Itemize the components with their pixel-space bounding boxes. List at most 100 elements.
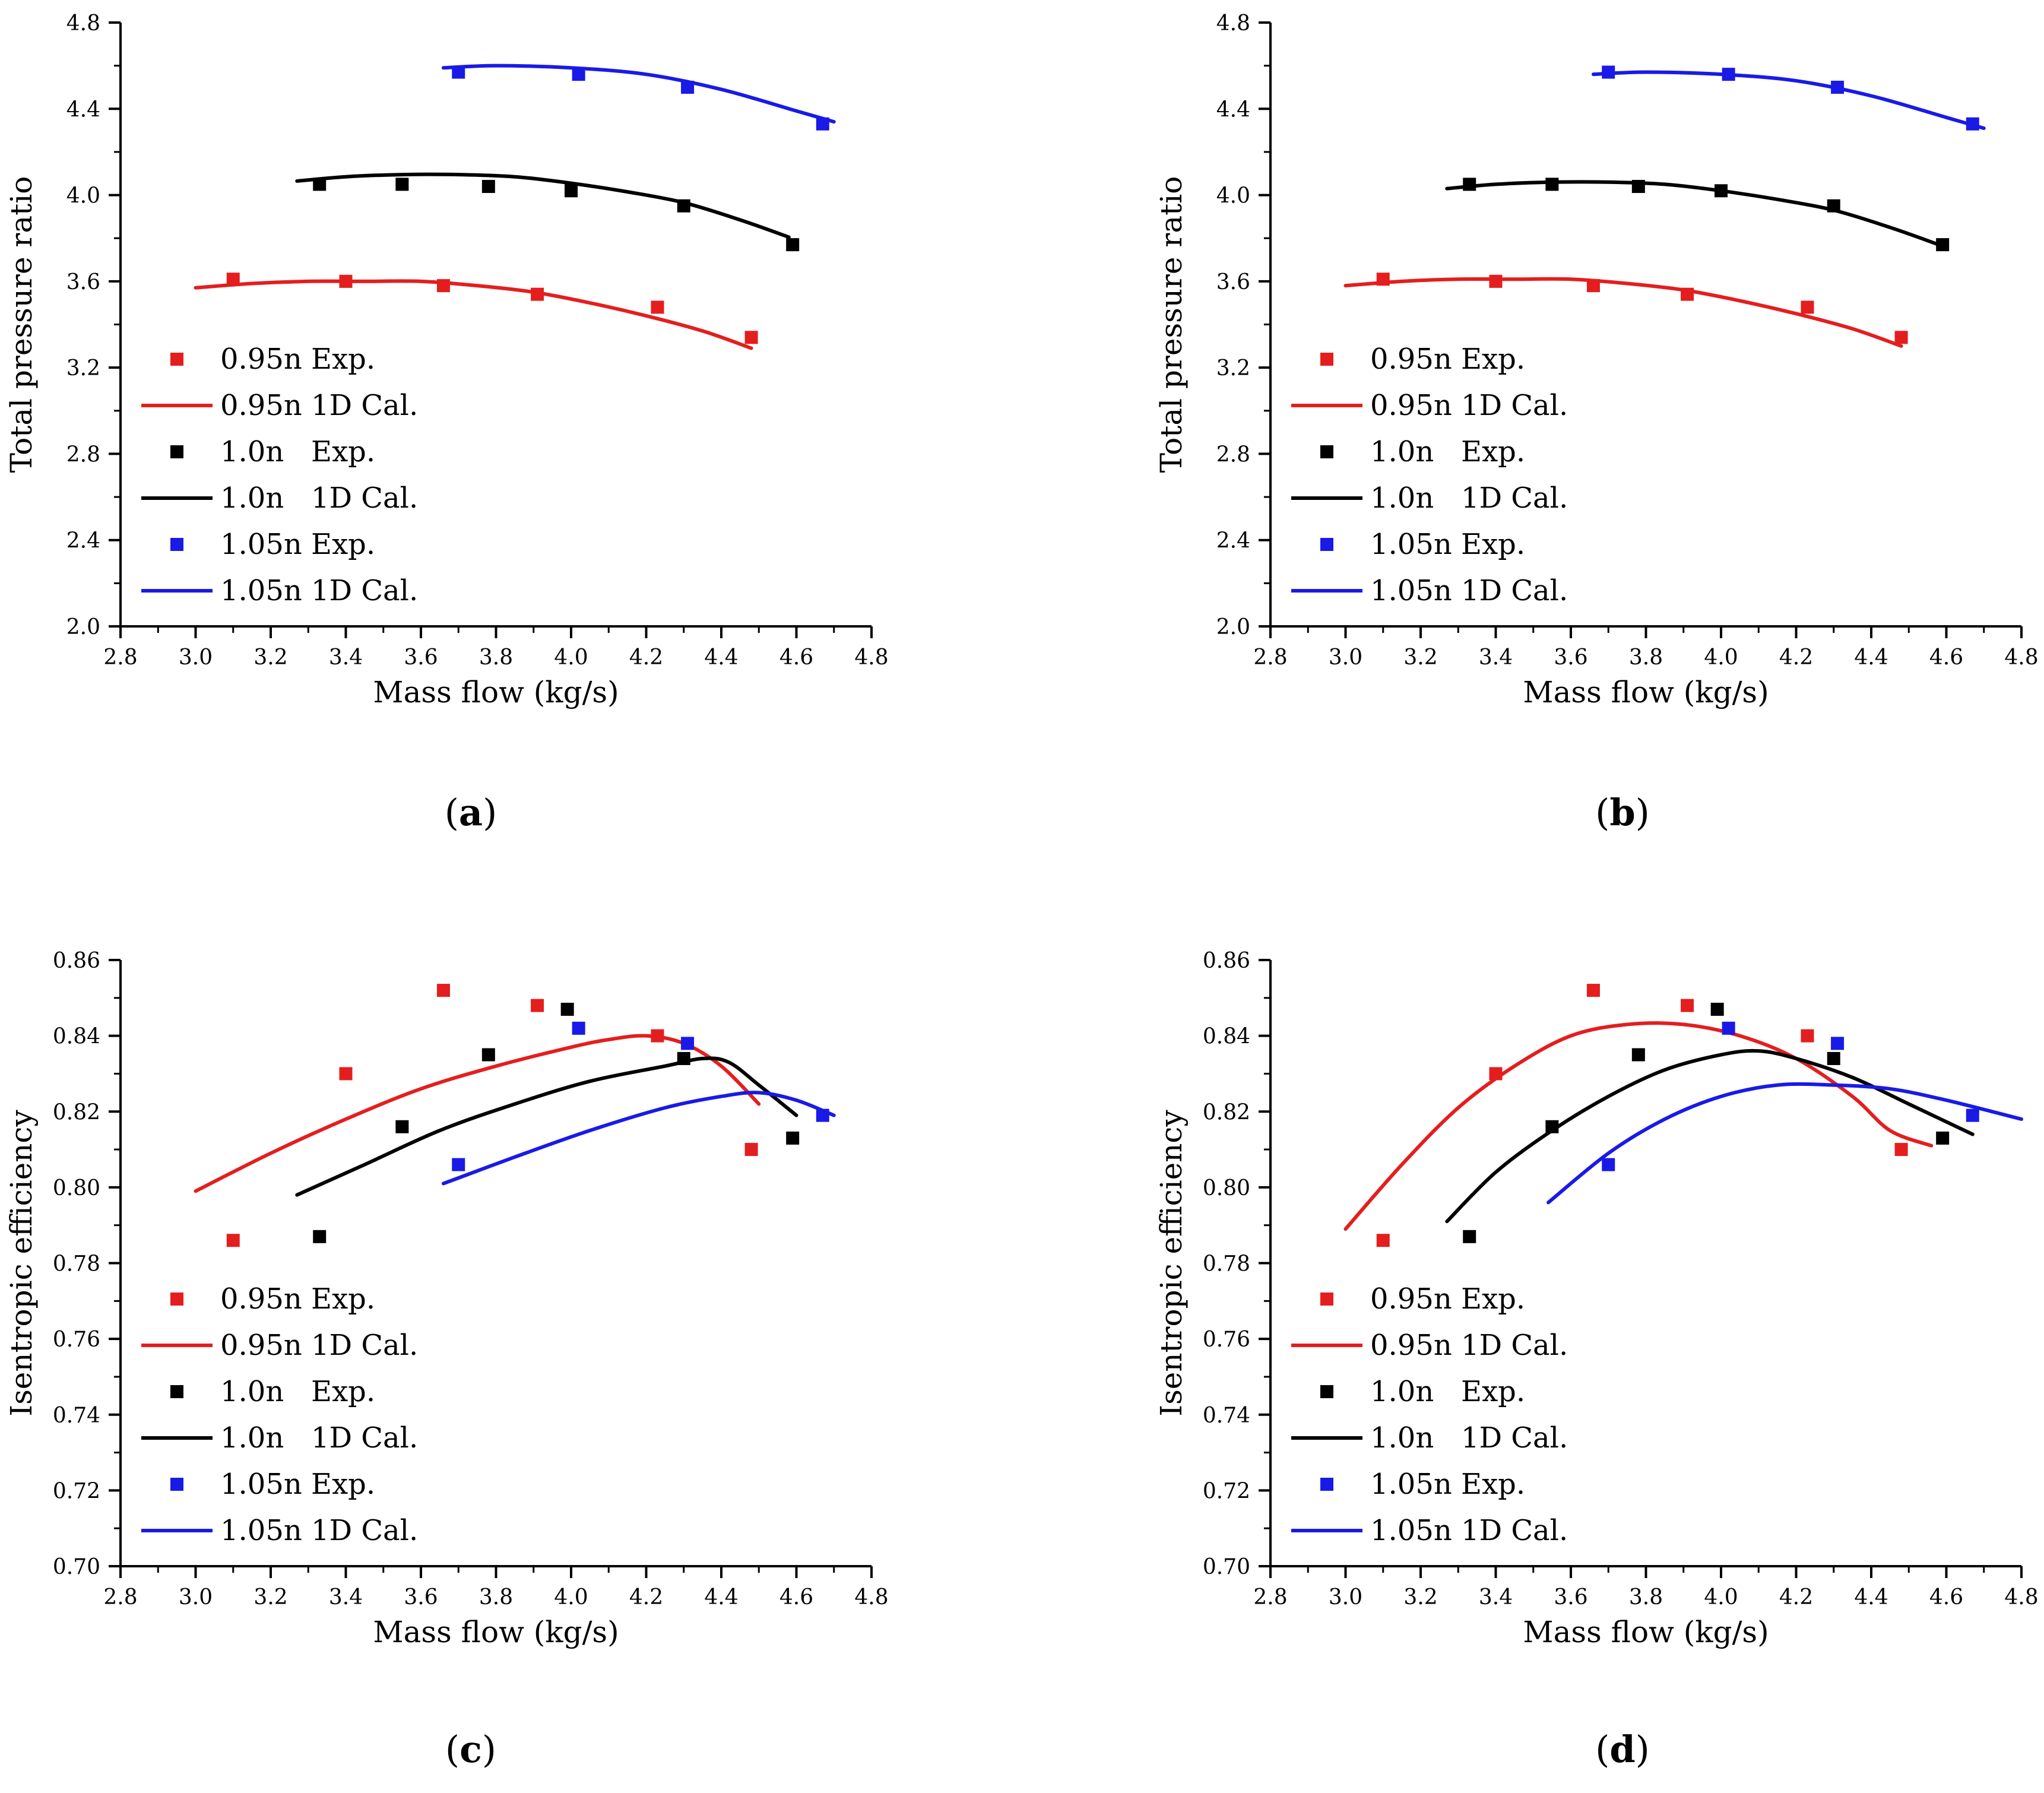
data-point <box>786 238 800 252</box>
panel-label-open: ( <box>445 1728 459 1771</box>
x-tick-label: 3.2 <box>253 645 287 670</box>
series-line-3 <box>1445 1048 1975 1224</box>
y-tick-label: 0.84 <box>1203 1025 1250 1049</box>
x-tick-label: 3.4 <box>329 645 363 670</box>
x-tick-label: 3.0 <box>1329 1585 1362 1610</box>
legend-label: 1.05n 1D Cal. <box>220 1514 418 1547</box>
x-axis-title: Mass flow (kg/s) <box>373 675 619 709</box>
panel-label-letter: c <box>459 1728 482 1771</box>
x-tick-label: 4.4 <box>1854 645 1888 670</box>
y-tick-label: 0.74 <box>53 1404 100 1428</box>
data-point <box>226 1234 240 1247</box>
y-tick-label: 3.6 <box>1216 270 1250 294</box>
data-point <box>651 300 664 314</box>
panel-label-close: ) <box>482 1728 496 1771</box>
data-point <box>339 1067 353 1081</box>
y-tick-label: 3.2 <box>66 356 100 381</box>
y-tick-label: 4.8 <box>66 11 100 36</box>
x-tick-label: 4.0 <box>554 645 588 670</box>
panel-d: 2.8 3.0 3.2 3.4 3.6 3.8 4.0 4.2 4.4 4.6 4.8 0.70 0.7… <box>1154 949 2039 1771</box>
legend-marker-swatch <box>170 1293 183 1306</box>
panel-label-open: ( <box>1595 791 1609 834</box>
data-point <box>744 1143 758 1157</box>
x-tick-label: 2.8 <box>103 645 137 670</box>
legend-label: 1.0n 1D Cal. <box>1370 481 1568 515</box>
data-point <box>1376 1234 1390 1247</box>
y-tick-label: 3.2 <box>1216 356 1250 381</box>
x-tick-label: 4.6 <box>779 645 813 670</box>
series-line-5 <box>441 64 836 124</box>
panel-label-close: ) <box>1636 1728 1650 1771</box>
x-axis-title: Mass flow (kg/s) <box>1523 675 1769 709</box>
x-tick-label: 2.8 <box>103 1585 137 1610</box>
legend-marker-swatch <box>1320 1478 1333 1491</box>
x-tick-label: 4.8 <box>2004 1585 2038 1610</box>
y-tick-label: 4.4 <box>1216 97 1250 122</box>
panel-label: (a) <box>445 791 497 834</box>
legend-marker-swatch <box>1320 445 1333 458</box>
x-tick-label: 2.8 <box>1253 1585 1287 1610</box>
legend-marker-swatch <box>170 1385 183 1398</box>
series-line-3 <box>1445 180 1941 247</box>
panel-a: 2.8 3.0 3.2 3.4 3.6 3.8 4.0 4.2 4.4 4.6 4.8 2.0 2.4 2… <box>4 11 889 834</box>
panel-label-letter: d <box>1609 1728 1635 1771</box>
legend-label: 0.95n 1D Cal. <box>1370 1329 1568 1362</box>
y-tick-label: 0.86 <box>53 949 100 973</box>
data-point <box>1681 999 1694 1012</box>
x-tick-label: 4.0 <box>1704 645 1738 670</box>
y-tick-label: 0.72 <box>53 1479 100 1503</box>
data-point <box>313 1230 327 1243</box>
panel-label-close: ) <box>483 791 497 834</box>
panel-label-letter: a <box>459 791 483 834</box>
x-tick-label: 4.4 <box>704 645 738 670</box>
x-tick-label: 4.2 <box>1779 645 1813 670</box>
data-point <box>1710 1002 1724 1016</box>
legend-label: 0.95n 1D Cal. <box>220 1329 418 1362</box>
legend-label: 1.0n 1D Cal. <box>1370 1421 1568 1455</box>
data-point <box>572 1021 585 1035</box>
series-line-5 <box>1591 70 1986 130</box>
panel-label-open: ( <box>1595 1728 1609 1771</box>
x-tick-label: 3.6 <box>1554 645 1587 670</box>
x-tick-label: 4.8 <box>2004 645 2038 670</box>
y-tick-label: 0.76 <box>53 1328 100 1352</box>
data-point <box>1827 1051 1840 1065</box>
data-point <box>1801 300 1814 314</box>
legend-label: 1.0n Exp. <box>220 1375 375 1408</box>
data-point <box>1894 1143 1908 1157</box>
data-point <box>1966 1108 1979 1122</box>
x-tick-label: 3.0 <box>179 1585 213 1610</box>
panel-label-letter: b <box>1609 791 1635 834</box>
data-point <box>1936 1131 1950 1145</box>
legend-label: 1.05n Exp. <box>1370 528 1525 561</box>
data-point <box>1722 1021 1735 1035</box>
legend-marker-swatch <box>170 538 183 551</box>
legend-label: 1.0n Exp. <box>1370 435 1525 468</box>
legend-label: 1.05n 1D Cal. <box>220 574 418 607</box>
series-line-1 <box>194 279 753 350</box>
x-tick-label: 4.4 <box>704 1585 738 1610</box>
y-tick-label: 2.8 <box>1216 442 1250 467</box>
y-tick-label: 2.4 <box>66 529 100 553</box>
y-tick-label: 4.4 <box>66 97 100 122</box>
panel-b: 2.8 3.0 3.2 3.4 3.6 3.8 4.0 4.2 4.4 4.6 4.8 2.0 2.4 2… <box>1154 11 2039 834</box>
legend-label: 0.95n 1D Cal. <box>1370 389 1568 422</box>
x-tick-label: 3.8 <box>479 645 513 670</box>
legend-label: 1.0n 1D Cal. <box>220 481 418 515</box>
y-tick-label: 0.70 <box>1203 1555 1250 1579</box>
x-tick-label: 4.6 <box>1929 1585 1963 1610</box>
y-tick-label: 2.8 <box>66 442 100 467</box>
data-point <box>1631 1048 1645 1062</box>
x-tick-label: 4.6 <box>779 1585 813 1610</box>
legend-marker-swatch <box>1320 1385 1333 1398</box>
x-tick-label: 4.0 <box>554 1585 588 1610</box>
x-tick-label: 4.2 <box>1779 1585 1813 1610</box>
legend-label: 1.05n 1D Cal. <box>1370 574 1568 607</box>
y-tick-label: 4.8 <box>1216 11 1250 36</box>
legend-label: 1.05n Exp. <box>1370 1468 1525 1501</box>
data-point <box>1602 1158 1615 1171</box>
panel-label: (c) <box>445 1728 496 1771</box>
data-point <box>452 1158 465 1171</box>
series-line-1 <box>1343 277 1903 348</box>
y-tick-label: 0.74 <box>1203 1404 1250 1428</box>
